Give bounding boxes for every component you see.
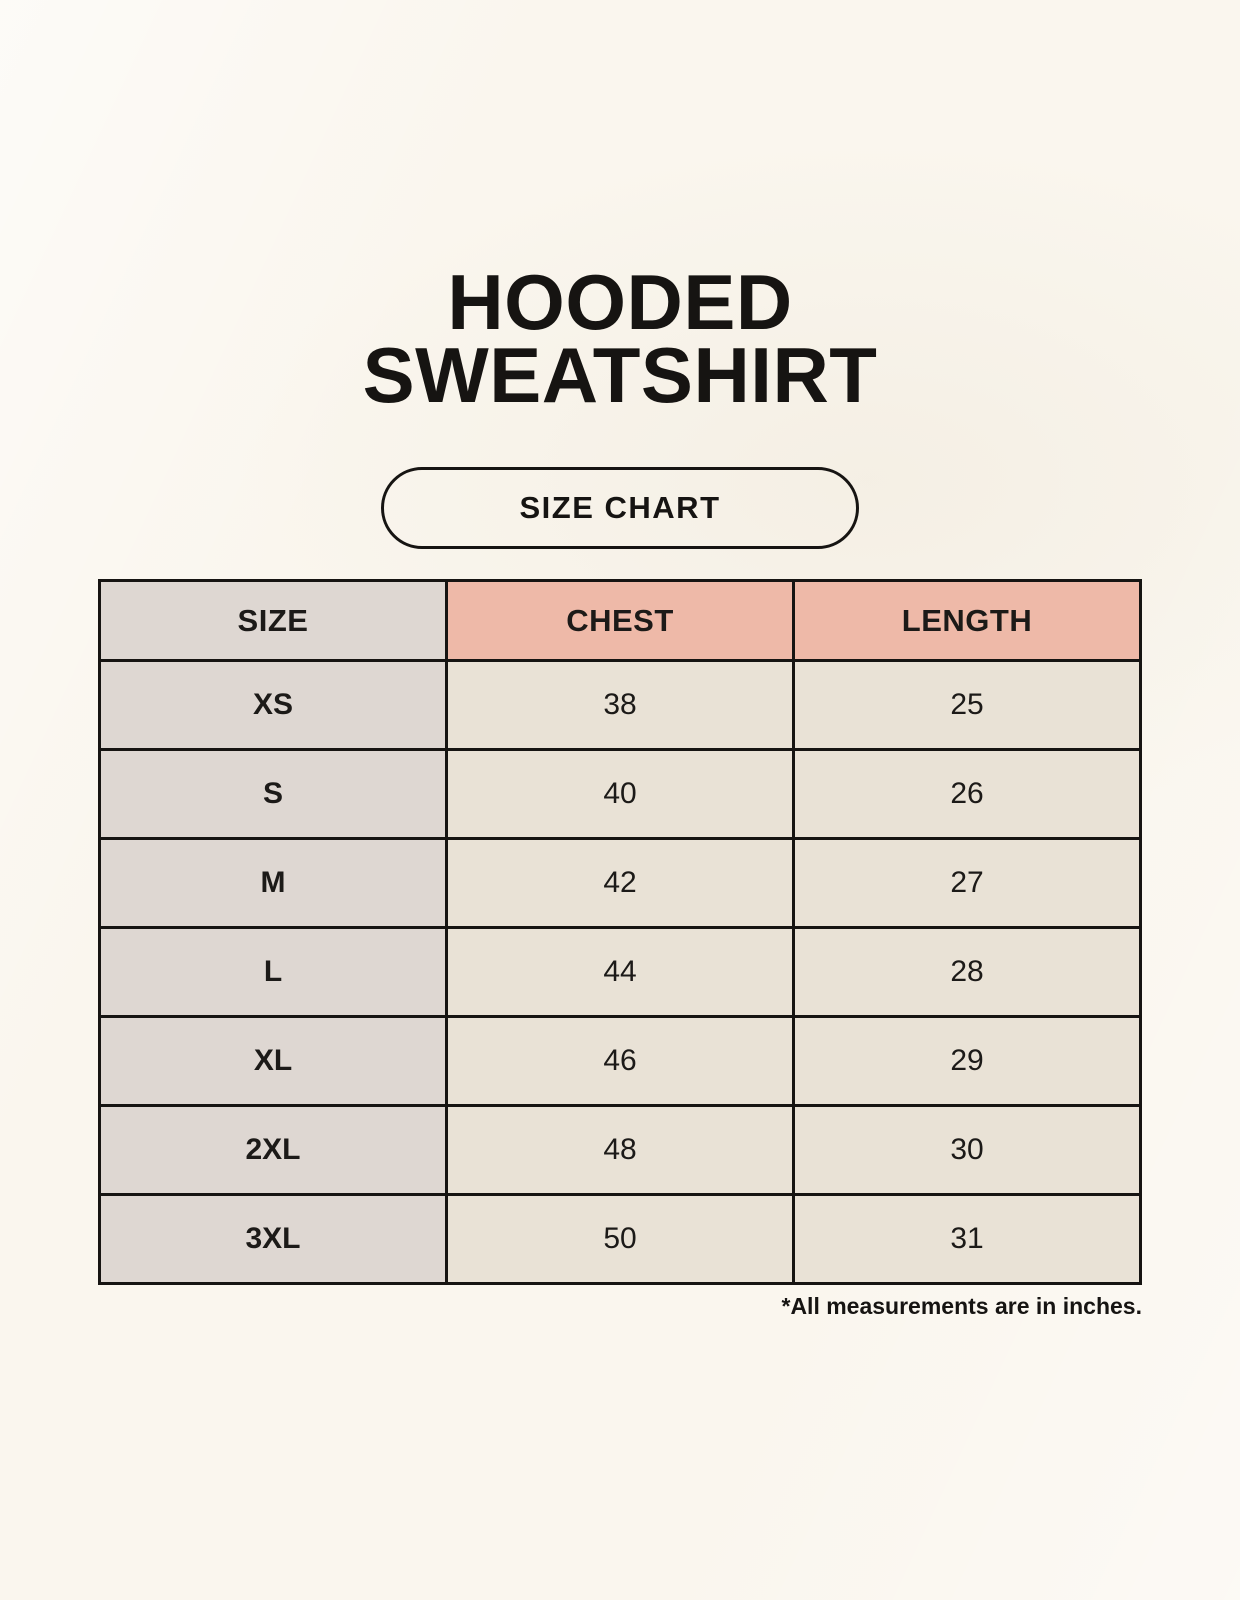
- size-table: SIZE CHEST LENGTH XS 38 25 S 40 26 M 42 27 L 44 28 X…: [98, 579, 1142, 1286]
- length-value-cell: 31: [792, 1193, 1142, 1286]
- size-table-body: XS 38 25 S 40 26 M 42 27 L 44 28 XL 46 29 2XL 48 30 3XL 50 3…: [98, 659, 1142, 1286]
- size-chart-button-label: SIZE CHART: [519, 490, 721, 526]
- title-line-2: SWEATSHIRT: [362, 330, 878, 419]
- chest-value-cell: 44: [445, 926, 795, 1019]
- size-cell: L: [98, 926, 448, 1019]
- size-chart-button[interactable]: SIZE CHART: [381, 467, 859, 550]
- table-row: 3XL 50 31: [98, 1193, 1142, 1286]
- measurement-footnote: *All measurements are in inches.: [781, 1293, 1143, 1320]
- chest-value-cell: 38: [445, 659, 795, 752]
- size-cell: 2XL: [98, 1104, 448, 1197]
- length-value-cell: 30: [792, 1104, 1142, 1197]
- table-row: L 44 28: [98, 926, 1142, 1019]
- size-cell: M: [98, 837, 448, 930]
- size-cell: S: [98, 748, 448, 841]
- table-row: XS 38 25: [98, 659, 1142, 752]
- chest-value-cell: 48: [445, 1104, 795, 1197]
- size-cell: XS: [98, 659, 448, 752]
- chest-value-cell: 42: [445, 837, 795, 930]
- header-row: SIZE CHEST LENGTH: [98, 579, 1142, 663]
- table-row: 2XL 48 30: [98, 1104, 1142, 1197]
- size-cell: XL: [98, 1015, 448, 1108]
- length-value-cell: 29: [792, 1015, 1142, 1108]
- chest-value-cell: 50: [445, 1193, 795, 1286]
- size-table-header: SIZE CHEST LENGTH: [98, 579, 1142, 663]
- length-value-cell: 26: [792, 748, 1142, 841]
- table-row: S 40 26: [98, 748, 1142, 841]
- table-row: M 42 27: [98, 837, 1142, 930]
- column-header-size: SIZE: [98, 579, 448, 663]
- page-title: HOODED SWEATSHIRT: [0, 0, 1240, 419]
- chest-value-cell: 46: [445, 1015, 795, 1108]
- title-line-1: HOODED: [447, 258, 793, 346]
- length-value-cell: 25: [792, 659, 1142, 752]
- table-row: XL 46 29: [98, 1015, 1142, 1108]
- length-value-cell: 28: [792, 926, 1142, 1019]
- column-header-length: LENGTH: [792, 579, 1142, 663]
- chest-value-cell: 40: [445, 748, 795, 841]
- size-cell: 3XL: [98, 1193, 448, 1286]
- length-value-cell: 27: [792, 837, 1142, 930]
- column-header-chest: CHEST: [445, 579, 795, 663]
